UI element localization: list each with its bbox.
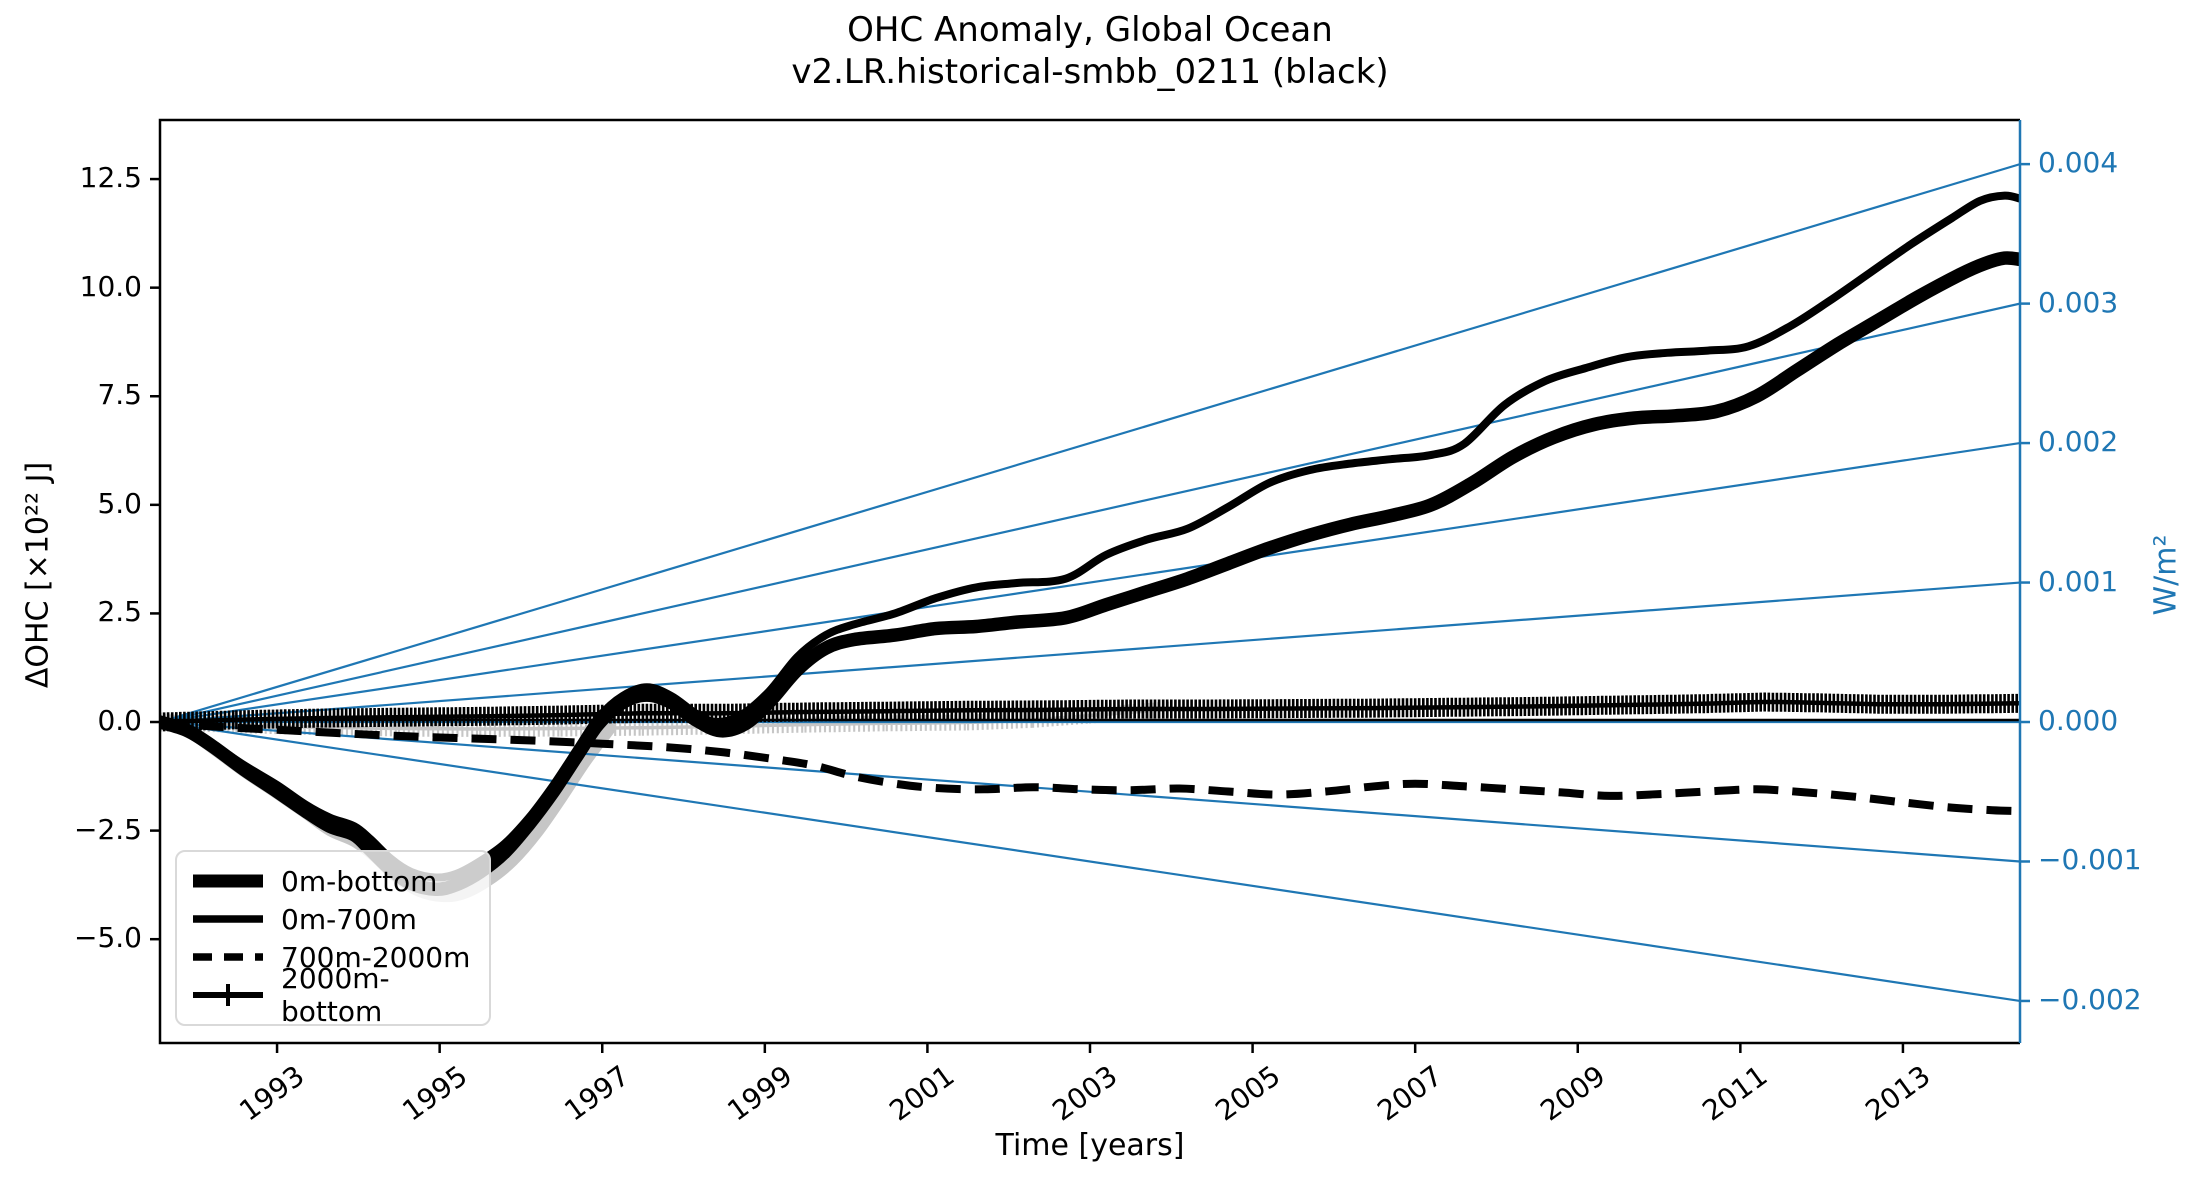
wm2-reference-line [160, 720, 2020, 863]
y-right-tick-label-−0.002: −0.002 [2038, 982, 2142, 1016]
y-right-tick-label-0.002: 0.002 [2038, 425, 2119, 459]
y-left-tick-label-−5.0: −5.0 [74, 921, 142, 955]
y-left-tick-label-10.0: 10.0 [79, 269, 142, 303]
legend-label: 0m-bottom [281, 864, 438, 898]
chart-subtitle: v2.LR.historical-smbb_0211 (black) [791, 52, 1389, 92]
y-right-axis-label: W/m² [2148, 534, 2184, 616]
legend-box: 0m-bottom 0m-700m 700m-2000m 2000m-botto… [175, 850, 491, 1028]
legend-swatch-thick-solid-line [193, 874, 263, 888]
x-axis-label: Time [years] [995, 1128, 1185, 1163]
legend-label: 2000m-bottom [281, 962, 390, 1028]
y-right-tick-label-0.003: 0.003 [2038, 285, 2119, 319]
legend-item-0m-700m: 0m-700m [191, 900, 475, 938]
chart-title: OHC Anomaly, Global Ocean [847, 10, 1333, 50]
legend-label: 0m-700m [281, 902, 417, 936]
legend-item-700m-2000m: 700m-2000m [191, 938, 475, 976]
series-0m-bottom [160, 251, 2020, 896]
y-left-tick-label-12.5: 12.5 [79, 161, 142, 195]
series-700m-2000m [160, 718, 2020, 816]
y-left-tick-label-7.5: 7.5 [97, 378, 142, 412]
y-right-tick-label-0.000: 0.000 [2038, 704, 2119, 737]
y-right-tick-label-0.001: 0.001 [2038, 564, 2119, 598]
y-right-tick-label-0.004: 0.004 [2038, 146, 2119, 180]
wm2-reference-line [160, 720, 2020, 1003]
legend-item-2000m-bottom: 2000m-bottom [191, 962, 475, 1028]
legend-swatch-solid-line [193, 915, 263, 923]
wm2-reference-line [160, 163, 2020, 724]
legend-swatch-dashed-line [193, 953, 263, 961]
series-0m-700m [160, 191, 2020, 882]
y-right-tick-label-−0.001: −0.001 [2038, 843, 2142, 877]
legend-swatch-plus-marker-line [193, 984, 263, 1006]
y-left-tick-label-2.5: 2.5 [97, 595, 142, 629]
wm2-reference-line [160, 441, 2020, 724]
wm2-reference-line [160, 581, 2020, 724]
wm2-reference-line [160, 302, 2020, 724]
y-left-tick-label-−2.5: −2.5 [74, 812, 142, 846]
y-left-tick-label-0.0: 0.0 [97, 704, 142, 737]
legend-item-0m-bottom: 0m-bottom [191, 862, 475, 900]
legend-label: 700m-2000m [281, 940, 471, 974]
y-left-tick-label-5.0: 5.0 [97, 486, 142, 520]
